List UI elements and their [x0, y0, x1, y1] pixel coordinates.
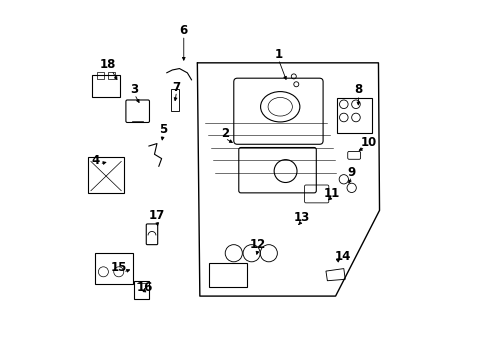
Bar — [336, 98, 371, 133]
Text: 6: 6 — [179, 24, 187, 37]
Bar — [134, 282, 148, 298]
Text: 10: 10 — [360, 136, 376, 149]
Text: 5: 5 — [159, 123, 167, 136]
Text: 13: 13 — [293, 211, 309, 224]
Bar — [97, 72, 103, 79]
Text: 14: 14 — [334, 250, 350, 263]
Text: 7: 7 — [172, 81, 181, 94]
Text: 18: 18 — [100, 58, 116, 72]
Text: 9: 9 — [347, 166, 355, 179]
Text: 12: 12 — [249, 238, 265, 251]
Bar — [108, 72, 115, 79]
Bar — [209, 263, 246, 287]
Bar — [88, 157, 123, 193]
Text: 8: 8 — [354, 84, 362, 96]
Bar — [95, 253, 132, 284]
Text: 15: 15 — [110, 261, 127, 274]
Text: 4: 4 — [91, 154, 99, 167]
Text: 16: 16 — [136, 281, 152, 294]
Text: 2: 2 — [221, 127, 228, 140]
Text: 3: 3 — [130, 84, 138, 96]
Text: 17: 17 — [148, 209, 165, 222]
Bar — [91, 75, 120, 97]
Text: 1: 1 — [274, 48, 282, 61]
Text: 11: 11 — [323, 187, 340, 200]
Bar — [171, 89, 179, 111]
